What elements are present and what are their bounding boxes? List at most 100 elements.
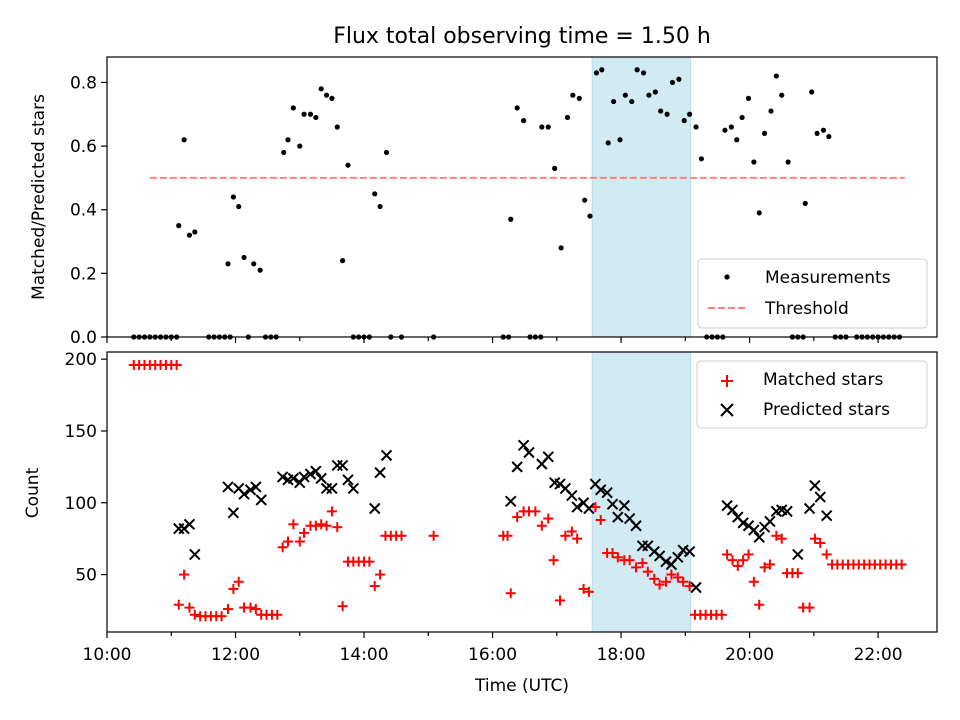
measurement-point — [570, 92, 576, 98]
measurement-point — [514, 105, 520, 111]
predicted-star-point — [748, 524, 760, 536]
matched-star-point — [722, 549, 733, 560]
matched-star-point — [654, 579, 665, 590]
predicted-star-point — [737, 517, 749, 529]
measurement-point — [610, 98, 617, 105]
matched-star-point — [595, 515, 606, 525]
predicted-star-point — [690, 581, 702, 594]
top-y-tick-label: 0.4 — [70, 201, 97, 221]
bottom-y-ticks: 50 100 150 200 — [65, 350, 107, 586]
measurement-point — [181, 137, 187, 143]
top-highlight-span — [591, 56, 692, 338]
measurement-point — [307, 111, 314, 117]
matched-star-point — [566, 526, 577, 537]
predicted-star-point — [792, 548, 804, 561]
measurement-point — [539, 124, 545, 130]
predicted-star-point — [347, 482, 360, 495]
matched-star-point — [672, 572, 683, 583]
top-x-ticks — [106, 337, 879, 343]
measurement-point — [225, 261, 231, 267]
measurement-point — [745, 95, 752, 101]
measurement-point — [251, 261, 257, 267]
matched-star-point — [607, 548, 618, 559]
top-legend-box — [697, 258, 928, 329]
matched-star-point — [277, 542, 288, 553]
matched-star-point — [189, 609, 200, 620]
matched-star-point — [216, 611, 227, 622]
measurement-point — [323, 92, 330, 98]
predicted-star-point — [310, 465, 322, 477]
matched-star-point — [815, 537, 826, 548]
predicted-star-point — [374, 466, 386, 479]
measurement-point — [313, 114, 319, 121]
predicted-star-point — [820, 509, 833, 522]
predicted-star-point — [672, 551, 684, 564]
bottom-x-ticks: 10:00 12:00 14:00 16:00 18:00 20:00 22:00 — [83, 632, 903, 665]
predicted-star-point — [583, 502, 595, 515]
measurement-point — [652, 89, 658, 95]
predicted-star-point — [618, 499, 630, 512]
measurement-point — [809, 89, 815, 95]
matched-star-point — [316, 519, 327, 530]
matched-star-point — [759, 562, 770, 573]
x-tick-label: 14:00 — [340, 645, 389, 665]
predicted-star-point — [764, 515, 776, 528]
matched-star-point — [578, 583, 589, 594]
matched-star-point — [310, 520, 321, 531]
predicted-star-point — [222, 481, 234, 493]
measurement-point — [687, 111, 693, 117]
matched-star-point — [637, 558, 648, 569]
predicted-star-point — [511, 461, 523, 473]
matched-star-point — [754, 599, 765, 610]
measurement-point — [334, 124, 340, 130]
measurement-point — [605, 140, 611, 146]
predicted-star-point — [606, 498, 619, 510]
measurement-point — [779, 92, 785, 98]
measurement-point — [297, 143, 303, 149]
legend-predicted-label: Predicted stars — [763, 400, 890, 420]
measurement-point — [521, 118, 527, 124]
measurement-point — [629, 98, 635, 105]
measurement-point — [785, 159, 791, 165]
legend-threshold-label: Threshold — [764, 299, 849, 319]
measurement-point — [599, 67, 605, 73]
matched-star-point — [337, 601, 348, 612]
measurement-point — [826, 133, 832, 140]
measurement-point — [186, 232, 193, 238]
top-y-tick-label: 0.2 — [70, 264, 97, 284]
measurement-point — [640, 70, 647, 76]
measurement-point — [290, 105, 296, 111]
matched-star-point — [590, 502, 601, 513]
predicted-star-point — [753, 531, 765, 543]
x-tick-label: 20:00 — [725, 645, 774, 665]
matched-star-point — [764, 559, 775, 570]
bottom-y-tick-label: 150 — [65, 422, 97, 442]
predicted-star-point — [276, 471, 289, 483]
matched-star-point — [743, 549, 754, 560]
predicted-star-point — [612, 511, 624, 523]
matched-star-point — [288, 519, 299, 530]
predicted-star-point — [566, 489, 578, 502]
measurement-point — [698, 156, 704, 162]
matched-star-point — [505, 588, 516, 599]
matched-star-point — [684, 581, 695, 592]
predicted-star-point — [326, 482, 338, 495]
x-axis-label: Time (UTC) — [474, 676, 569, 696]
matched-star-point — [560, 530, 571, 541]
measurements-points — [131, 67, 903, 340]
measurement-point — [192, 229, 198, 235]
predicted-star-point — [781, 505, 793, 518]
matched-star-point — [555, 595, 566, 606]
top-y-label: Matched/Predicted stars — [29, 94, 49, 300]
measurement-point — [236, 203, 242, 210]
predicted-star-point — [336, 459, 349, 472]
bottom-axes-frame — [106, 351, 938, 633]
measurement-point — [802, 200, 808, 206]
measurement-point — [230, 194, 236, 200]
matched-star-point — [179, 569, 190, 580]
matched-star-point — [666, 569, 677, 580]
matched-star-point — [776, 533, 787, 544]
matched-star-point — [543, 513, 554, 524]
predicted-star-point — [369, 502, 381, 515]
matched-star-point — [233, 576, 244, 587]
